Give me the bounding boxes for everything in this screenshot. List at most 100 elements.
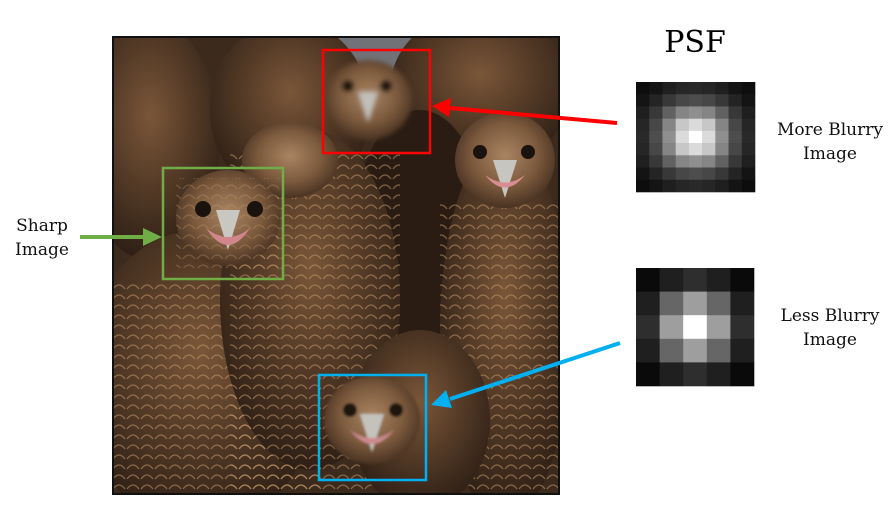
more-blurry-kernel-cell (728, 106, 743, 119)
more-blurry-kernel-cell (741, 118, 756, 132)
more-blurry-kernel-cell (649, 155, 663, 168)
less-blurry-label-line1: Less Blurry (780, 306, 880, 326)
more-blurry-kernel-cell (741, 143, 756, 156)
more-blurry-kernel-cell (675, 118, 690, 132)
more-blurry-kernel-cell (741, 130, 756, 144)
less-blurry-kernel-cell (683, 362, 708, 387)
more-blurry-kernel-cell (715, 143, 729, 156)
more-blurry-kernel-cell (636, 167, 650, 181)
less-blurry-kernel-cell (706, 315, 731, 340)
less-blurry-kernel-cell (636, 268, 660, 292)
sharp-image-label: Sharp Image (2, 214, 82, 262)
less-blurry-kernel-cell (730, 315, 755, 340)
more-blurry-kernel-cell (662, 179, 676, 193)
less-blurry-kernel-cell (636, 315, 660, 340)
more-blurry-kernel-cell (715, 130, 729, 144)
more-blurry-kernel-cell (688, 94, 703, 107)
more-blurry-kernel-cell (662, 143, 676, 156)
less-blurry-kernel-cell (730, 291, 755, 316)
less-blurry-kernel-cell (706, 291, 731, 316)
less-blurry-kernel-cell (706, 362, 731, 387)
more-blurry-kernel-cell (728, 82, 743, 95)
more-blurry-kernel-cell (636, 106, 650, 119)
less-blurry-kernel-cell (659, 291, 684, 316)
bird-photo (113, 37, 559, 494)
less-blurry-kernel-cell (730, 268, 755, 292)
more-blurry-kernel-cell (715, 167, 729, 181)
less-blurry-kernel-cell (683, 268, 708, 292)
more-blurry-kernel-cell (741, 106, 756, 119)
more-blurry-kernel-cell (741, 82, 756, 95)
more-blurry-kernel-cell (662, 155, 676, 168)
more-blurry-kernel-cell (688, 167, 703, 181)
less-blurry-kernel-cell (636, 338, 660, 363)
more-blurry-kernel-cell (662, 82, 676, 95)
less-blurry-kernel-cell (683, 315, 708, 340)
more-blurry-kernel-cell (728, 155, 743, 168)
less-blurry-kernel-cell (659, 338, 684, 363)
sharp-region-box (161, 166, 285, 281)
more-blurry-kernel-cell (715, 179, 729, 193)
more-blurry-kernel-cell (702, 130, 716, 144)
more-blurry-kernel-cell (636, 179, 650, 193)
more-blurry-kernel-cell (636, 155, 650, 168)
more-blurry-kernel-cell (675, 143, 690, 156)
more-blurry-kernel-cell (702, 167, 716, 181)
less-blurry-kernel-cell (730, 362, 755, 387)
more-blurry-label-line2: Image (803, 144, 857, 164)
less-blurry-kernel-cell (683, 291, 708, 316)
less-blurry-arrow (431, 341, 621, 408)
more-blurry-kernel-cell (715, 94, 729, 107)
more-blurry-kernel-cell (715, 118, 729, 132)
more-blurry-kernel-cell (649, 179, 663, 193)
less-blurry-kernel-cell (636, 291, 660, 316)
more-blurry-kernel-cell (649, 167, 663, 181)
more-blurry-kernel-cell (688, 118, 703, 132)
psf-title: PSF (664, 25, 726, 60)
less-blurry-kernel-cell (706, 338, 731, 363)
more-blurry-kernel-cell (741, 179, 756, 193)
more-blurry-kernel-cell (662, 167, 676, 181)
less-blurry-label-line2: Image (803, 330, 857, 350)
more-blurry-kernel-cell (675, 130, 690, 144)
more-blurry-kernel-cell (636, 118, 650, 132)
more-blurry-kernel-cell (649, 94, 663, 107)
more-blurry-kernel-cell (662, 106, 676, 119)
more-blurry-kernel-cell (636, 143, 650, 156)
sharp-bird-head (176, 170, 280, 268)
more-blurry-kernel-cell (741, 167, 756, 181)
more-blurry-region-box (321, 48, 432, 155)
less-blurry-kernel-cell (683, 338, 708, 363)
more-blurry-kernel-cell (688, 179, 703, 193)
more-blurry-kernel-cell (728, 94, 743, 107)
sharp-arrow (80, 228, 162, 246)
less-blurry-kernel-cell (659, 362, 684, 387)
more-blurry-kernel-cell (715, 106, 729, 119)
less-blurry-region-box (317, 373, 428, 482)
more-blurry-kernel-cell (675, 167, 690, 181)
more-blurry-label-line1: More Blurry (777, 120, 883, 140)
more-blurry-kernel-cell (636, 130, 650, 144)
less-blurry-kernel-cell (659, 268, 684, 292)
more-blurry-kernel-cell (675, 155, 690, 168)
more-blurry-kernel-cell (649, 143, 663, 156)
more-blurry-kernel-cell (649, 82, 663, 95)
more-blurry-kernel-cell (649, 106, 663, 119)
more-blurry-kernel-cell (728, 118, 743, 132)
more-blurry-kernel-cell (662, 130, 676, 144)
sharp-label-line2: Image (15, 240, 69, 260)
more-blurry-kernel-cell (636, 94, 650, 107)
more-blurry-kernel-cell (702, 118, 716, 132)
more-blurry-kernel-cell (636, 82, 650, 95)
more-blurry-arrow (432, 98, 618, 125)
more-blurry-kernel-cell (649, 118, 663, 132)
more-blurry-kernel-cell (688, 82, 703, 95)
more-blurry-kernel-cell (741, 94, 756, 107)
more-blurry-kernel-cell (702, 179, 716, 193)
more-blurry-kernel-cell (662, 118, 676, 132)
more-blurry-kernel-cell (702, 143, 716, 156)
more-blurry-kernel-cell (728, 179, 743, 193)
more-blurry-kernel-cell (688, 155, 703, 168)
more-blurry-kernel-cell (702, 94, 716, 107)
